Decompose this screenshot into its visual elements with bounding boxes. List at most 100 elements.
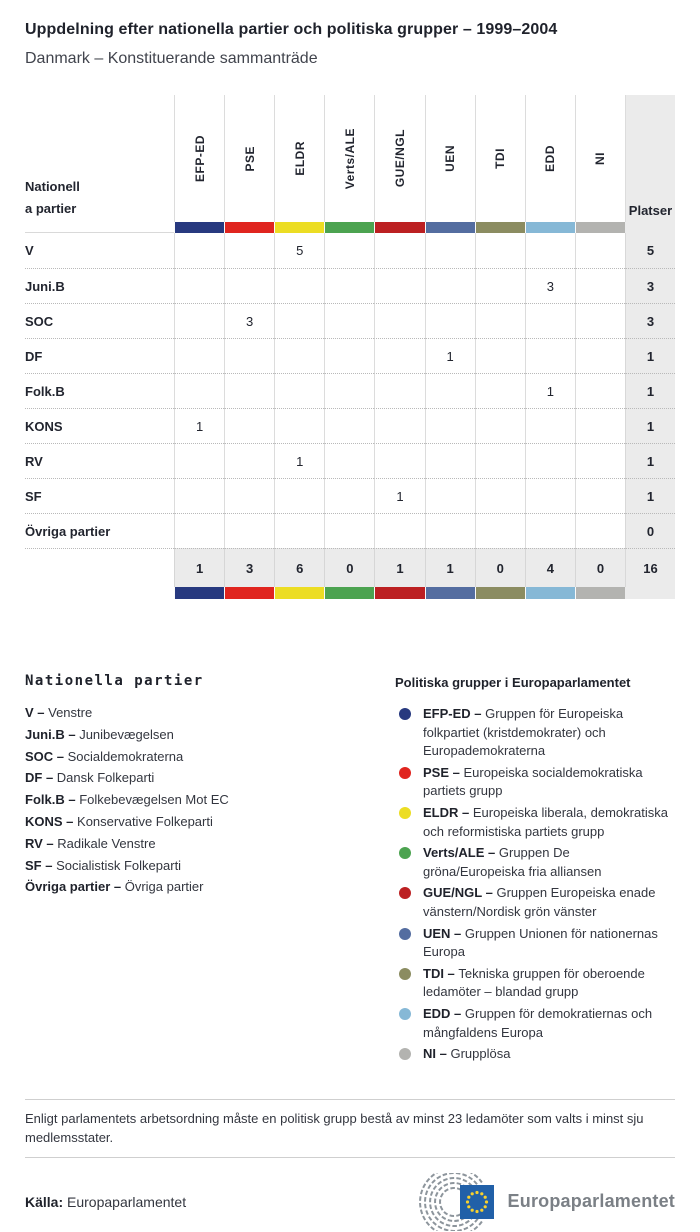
- seat-cell: [574, 373, 625, 408]
- seat-cell: [224, 443, 275, 478]
- seat-cell: [174, 373, 225, 408]
- seat-cell: [274, 373, 325, 408]
- eu-parliament-logo: Europaparlamentet: [414, 1172, 675, 1231]
- group-color-bar-bottom: [374, 587, 425, 599]
- seats-total-cell: 1: [624, 338, 675, 373]
- seat-cell: [474, 373, 525, 408]
- party-legend-item: SOC – Socialdemokraterna: [25, 748, 184, 764]
- seat-cell: [474, 338, 525, 373]
- corner-label-line: a partier: [25, 201, 77, 216]
- group-total-cell: 0: [474, 548, 525, 587]
- group-color-bar-bottom: [424, 587, 475, 599]
- party-label: SOC: [25, 303, 174, 338]
- group-legend-item: TDI – Tekniska gruppen för oberoende led…: [395, 965, 675, 1002]
- group-color-dot: [399, 1007, 411, 1020]
- group-total-cell: 0: [574, 548, 625, 587]
- political-groups-heading: Politiska grupper i Europaparlamentet: [395, 675, 631, 690]
- group-legend-item: EDD – Gruppen för demokratiernas och mån…: [395, 1005, 675, 1042]
- seat-cell: [224, 408, 275, 443]
- seat-cell: [574, 408, 625, 443]
- seat-cell: [174, 478, 225, 513]
- group-color-bar-bottom: [174, 587, 225, 599]
- group-total-cell: 4: [524, 548, 575, 587]
- group-column-header: PSE: [224, 95, 274, 222]
- group-legend-item: NI – Grupplösa: [395, 1045, 675, 1064]
- group-color-bar-bottom: [224, 587, 275, 599]
- seat-cell: [524, 338, 575, 373]
- seat-cell: [474, 443, 525, 478]
- seat-cell: [424, 233, 475, 268]
- seat-cell: [574, 233, 625, 268]
- group-column-label: PSE: [242, 145, 257, 172]
- group-column-label: GUE/NGL: [392, 129, 407, 188]
- group-color-bar-bottom: [324, 587, 375, 599]
- seat-cell: 1: [524, 373, 575, 408]
- party-legend-item: Folk.B – Folkebevægelsen Mot EC: [25, 792, 229, 808]
- seat-cell: [324, 338, 375, 373]
- seat-cell: [274, 268, 325, 303]
- group-color-dot: [399, 806, 411, 819]
- seat-cell: [174, 338, 225, 373]
- group-total-cell: 1: [424, 548, 475, 587]
- group-column-label: EDD: [543, 145, 558, 172]
- group-legend-item: PSE – Europeiska socialdemokratiska part…: [395, 764, 675, 801]
- seat-cell: [574, 268, 625, 303]
- seats-total-cell: 1: [624, 373, 675, 408]
- seat-cell: [474, 303, 525, 338]
- political-groups-legend: Politiska grupper i Europaparlamentet EF…: [395, 673, 675, 1067]
- seat-cell: [324, 408, 375, 443]
- seat-cell: [374, 233, 424, 268]
- legend-section: Nationella partier V – Venstre Juni.B – J…: [25, 673, 675, 1067]
- seats-total-cell: 5: [624, 233, 675, 268]
- group-color-bar-top: [374, 222, 425, 233]
- group-column-header: EDD: [524, 95, 575, 222]
- corner-label-line: Nationell: [25, 179, 80, 194]
- group-color-dot: [399, 1048, 411, 1061]
- party-label: Folk.B: [25, 373, 174, 408]
- group-color-bar-top: [524, 222, 575, 233]
- group-column-header: Verts/ALE: [324, 95, 374, 222]
- seat-cell: [424, 373, 475, 408]
- group-total-cell: 1: [374, 548, 425, 587]
- party-legend-item: Övriga partier – Övriga partier: [25, 879, 204, 895]
- seat-cell: [274, 408, 325, 443]
- table-corner-header: Nationell a partier: [25, 95, 174, 222]
- seats-total-cell: 1: [624, 478, 675, 513]
- seats-total-cell: 3: [624, 268, 675, 303]
- seat-cell: [474, 478, 525, 513]
- seat-cell: [424, 513, 475, 548]
- seat-cell: [524, 443, 575, 478]
- party-legend-item: V – Venstre: [25, 705, 93, 720]
- group-color-bar-bottom: [274, 587, 325, 599]
- seat-cell: [374, 408, 425, 443]
- seat-cell: [174, 443, 225, 478]
- seats-column-bg: [624, 222, 675, 233]
- group-color-dot: [399, 766, 411, 779]
- group-color-bar-top: [474, 222, 525, 233]
- seat-cell: [224, 268, 275, 303]
- seat-cell: [424, 443, 475, 478]
- seat-cell: [474, 233, 525, 268]
- seat-cell: [174, 303, 225, 338]
- seat-cell: [574, 338, 625, 373]
- footnote-text: Enligt parlamentets arbetsordning måste …: [25, 1110, 644, 1145]
- seat-cell: [174, 268, 225, 303]
- seat-cell: [374, 338, 425, 373]
- group-legend-item: GUE/NGL – Gruppen Europeiska enade vänst…: [395, 884, 675, 921]
- seat-cell: 1: [274, 443, 325, 478]
- group-legend-item: Verts/ALE – Gruppen De gröna/Europeiska …: [395, 844, 675, 881]
- header-underline-spacer: [25, 222, 174, 233]
- divider-top: [25, 1098, 675, 1100]
- group-color-dot: [399, 927, 411, 940]
- group-column-label: Verts/ALE: [342, 127, 357, 190]
- bottom-bar-spacer: [25, 587, 174, 599]
- political-groups-list: EFP-ED – Gruppen för Europeiska folkpart…: [395, 705, 675, 1064]
- group-total-cell: 3: [224, 548, 275, 587]
- seat-cell: [374, 513, 425, 548]
- group-column-header: UEN: [424, 95, 475, 222]
- group-color-dot: [399, 887, 411, 900]
- seat-cell: [374, 443, 425, 478]
- party-label: RV: [25, 443, 174, 478]
- seat-cell: [224, 338, 275, 373]
